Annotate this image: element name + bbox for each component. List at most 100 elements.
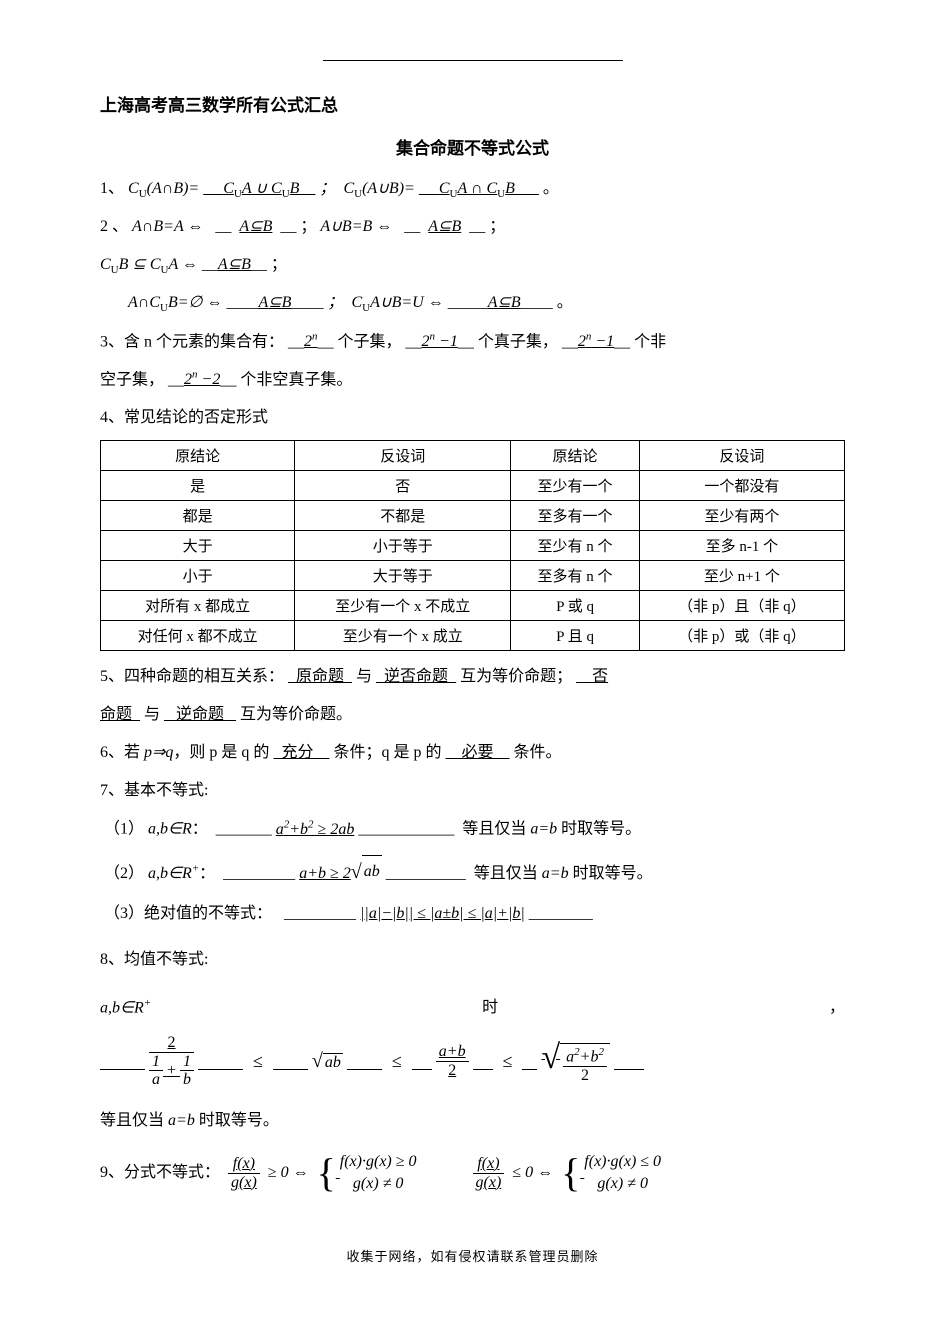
sep2: ； <box>489 218 505 235</box>
case1a: f(x)·g(x) ≥ 0 <box>340 1151 417 1173</box>
a: 2n −2 <box>184 371 220 388</box>
a: A∩CUB=∅ ⇔ <box>128 294 222 311</box>
item-3: 3、含 n 个元素的集合有： __2n__ 个子集， __2n −1__ 个真子… <box>100 326 845 358</box>
document-page: 上海高考高三数学所有公式汇总 集合命题不等式公式 1、 CU(A∩B)= CUA… <box>0 0 945 1305</box>
b: A⊆B <box>258 294 291 311</box>
item-2: 2 、 A∩B=A ⇔ __ A⊆B __ ； A∪B=B ⇔ __ A⊆B _… <box>100 211 845 243</box>
t2: 个真子集， <box>478 333 558 350</box>
cell: 至多 n-1 个 <box>639 531 844 561</box>
cell: （非 p）或（非 q） <box>639 621 844 651</box>
doc-title: 上海高考高三数学所有公式汇总 <box>100 91 845 116</box>
end: 。 <box>543 180 559 197</box>
cell: 大于等于 <box>295 561 511 591</box>
pre: （1） a,b∈R： _______ <box>104 821 272 838</box>
table-row: 都是 不都是 至多有一个 至少有两个 <box>101 501 845 531</box>
cell: （非 p）且（非 q） <box>639 591 844 621</box>
pre: 9、分式不等式： <box>100 1157 220 1189</box>
case2b: g(x) ≠ 0 <box>584 1173 661 1195</box>
t2: 互为等价命题。 <box>240 706 352 723</box>
cell: 至少有 n 个 <box>511 531 640 561</box>
t3: 个非 <box>634 333 666 350</box>
post: __________ 等且仅当 a=b 时取等号。 <box>386 865 653 882</box>
item-3b: 空子集， __2n −2__ 个非空真子集。 <box>100 364 845 396</box>
b: 2n −1 <box>422 333 458 350</box>
t1: 个子集， <box>338 333 402 350</box>
pre: 3、含 n 个元素的集合有： <box>100 333 284 350</box>
cell: 是 <box>101 471 295 501</box>
item-6: 6、若 p⇒q，则 p 是 q 的 充分 条件；q 是 p 的 必要 条件。 <box>100 737 845 769</box>
e: 。 <box>557 294 573 311</box>
cell: 一个都没有 <box>639 471 844 501</box>
rel2: ≤ 0 ⇔ <box>512 1157 553 1189</box>
item-7-1: （1） a,b∈R： _______ a2+b2 ≥ 2ab _________… <box>100 813 845 845</box>
a: CUB ⊆ CUA ⇔ <box>100 256 198 273</box>
table-header: 原结论 反设词 原结论 反设词 <box>101 441 845 471</box>
cell: 小于 <box>101 561 295 591</box>
section-title: 集合命题不等式公式 <box>100 134 845 159</box>
item-4-title: 4、常见结论的否定形式 <box>100 402 845 434</box>
table-row: 小于 大于等于 至多有 n 个 至少 n+1 个 <box>101 561 845 591</box>
c: ； CUA∪B=U ⇔ <box>327 294 443 311</box>
expr2: ； CU(A∪B)= <box>319 180 414 197</box>
cell: 至少有一个 x 成立 <box>295 621 511 651</box>
num: 2 <box>149 1034 194 1053</box>
le2: ≤ <box>392 1051 402 1072</box>
pre: 6、若 p⇒q，则 p 是 q 的 <box>100 744 269 761</box>
table-row: 大于 小于等于 至少有 n 个 至多 n-1 个 <box>101 531 845 561</box>
cases1: { f(x)·g(x) ≥ 0 g(x) ≠ 0 <box>317 1151 417 1196</box>
ans: a+b ≥ 2√ab <box>299 865 382 882</box>
b: A⊆B <box>218 256 251 273</box>
blank: _________ <box>276 905 356 922</box>
cell: 不都是 <box>295 501 511 531</box>
item-7-3: （3）绝对值的不等式： _________ ||a|−|b|| ≤ |a±b| … <box>100 898 845 930</box>
negation-table: 原结论 反设词 原结论 反设词 是 否 至少有一个 一个都没有 都是 不都是 至… <box>100 440 845 651</box>
cell: P 或 q <box>511 591 640 621</box>
t1: 与 <box>356 668 372 685</box>
le3: ≤ <box>503 1051 513 1072</box>
cell: P 且 q <box>511 621 640 651</box>
item-9: 9、分式不等式： f(x) g(x) ≥ 0 ⇔ { f(x)·g(x) ≥ 0… <box>100 1151 845 1196</box>
t2: 条件。 <box>513 744 561 761</box>
a: 充分 <box>273 744 329 761</box>
pre: （2） a,b∈R+： _________ <box>104 865 295 882</box>
quadratic-mean: √ a2+b2 2 <box>541 1039 609 1085</box>
num: 1、 <box>100 180 124 197</box>
t1: 与 <box>144 706 160 723</box>
geometric-mean: √ab <box>312 1050 343 1073</box>
item-2b: CUB ⊆ CUA ⇔ __A⊆B__ ； <box>100 249 845 281</box>
a: 原命题 <box>288 668 352 685</box>
cell: 大于 <box>101 531 295 561</box>
item-8-chain: 2 1a + 1b ≤ √ab ≤ a+b 2 ≤ √ a2+b2 2 <box>100 1034 845 1089</box>
cell: 小于等于 <box>295 531 511 561</box>
mid: 时 <box>482 992 498 1024</box>
a: a,b∈R+ <box>100 992 151 1024</box>
ans: ||a|−|b|| ≤ |a±b| ≤ |a|+|b| <box>360 905 525 922</box>
item-2c: A∩CUB=∅ ⇔ ____A⊆B____ ； CUA∪B=U ⇔ _____A… <box>100 287 845 319</box>
b: 逆命题 <box>164 706 236 723</box>
table-row: 对任何 x 都不成立 至少有一个 x 成立 P 且 q （非 p）或（非 q） <box>101 621 845 651</box>
cell: 对所有 x 都成立 <box>101 591 295 621</box>
lhs1: f(x) g(x) <box>228 1155 260 1191</box>
item-5: 5、四种命题的相互关系： 原命题 与 逆否命题 互为等价命题； 否 <box>100 661 845 693</box>
c: 2n −1 <box>578 333 614 350</box>
a: 2n <box>304 333 318 350</box>
pre: （3）绝对值的不等式： <box>104 905 272 922</box>
th: 反设词 <box>639 441 844 471</box>
cell: 对任何 x 都不成立 <box>101 621 295 651</box>
cell: 至少有一个 <box>511 471 640 501</box>
p1a: A∩B=A ⇔ <box>132 218 203 235</box>
blank2: ________ <box>529 905 593 922</box>
cell: 至多有一个 <box>511 501 640 531</box>
item-8-cond: a,b∈R+ 时 ， <box>100 992 845 1024</box>
t1: 条件；q 是 p 的 <box>333 744 441 761</box>
cell: 都是 <box>101 501 295 531</box>
b: 必要 <box>445 744 509 761</box>
table-row: 是 否 至少有一个 一个都没有 <box>101 471 845 501</box>
item-1: 1、 CU(A∩B)= CUA ∪ CUB ； CU(A∪B)= CUA ∩ C… <box>100 173 845 205</box>
a: 命题 <box>100 706 140 723</box>
rel1: ≥ 0 ⇔ <box>268 1157 309 1189</box>
c: 否 <box>576 668 608 685</box>
harmonic-mean: 2 1a + 1b <box>149 1034 194 1089</box>
sep1: ； <box>300 218 320 235</box>
item-7-title: 7、基本不等式: <box>100 775 845 807</box>
